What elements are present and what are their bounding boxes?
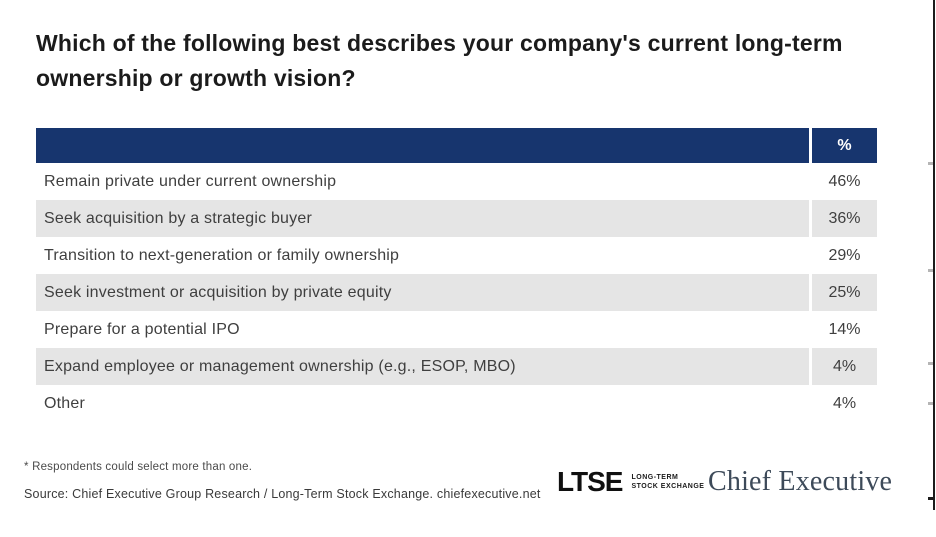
edge-tick xyxy=(928,497,933,500)
table-row: Transition to next-generation or family … xyxy=(36,237,877,274)
table-row: Expand employee or management ownership … xyxy=(36,348,877,385)
table-row: Seek acquisition by a strategic buyer 36… xyxy=(36,200,877,237)
row-label: Other xyxy=(36,385,809,422)
row-label: Prepare for a potential IPO xyxy=(36,311,809,348)
header-percent-cell: % xyxy=(812,128,877,163)
row-value: 25% xyxy=(812,274,877,311)
table-row: Seek investment or acquisition by privat… xyxy=(36,274,877,311)
row-value: 4% xyxy=(812,385,877,422)
ltse-subtext-line2: STOCK EXCHANGE xyxy=(631,483,705,490)
ltse-wordmark: LTSE xyxy=(557,466,623,497)
row-label: Seek acquisition by a strategic buyer xyxy=(36,200,809,237)
source-line: Source: Chief Executive Group Research /… xyxy=(24,487,541,501)
table-row: Remain private under current ownership 4… xyxy=(36,163,877,200)
edge-tick xyxy=(928,162,933,165)
row-label: Seek investment or acquisition by privat… xyxy=(36,274,809,311)
chart-title: Which of the following best describes yo… xyxy=(36,30,843,91)
ltse-subtext-line1: LONG-TERM xyxy=(631,474,679,481)
ltse-logo-subtext: LONG-TERM STOCK EXCHANGE xyxy=(631,473,704,491)
row-value: 46% xyxy=(812,163,877,200)
edge-tick xyxy=(928,362,933,365)
footnote: * Respondents could select more than one… xyxy=(24,461,253,473)
table-row: Other 4% xyxy=(36,385,877,422)
table-header-row: % xyxy=(36,128,877,163)
edge-tick xyxy=(928,402,933,405)
row-value: 36% xyxy=(812,200,877,237)
row-value: 14% xyxy=(812,311,877,348)
edge-tick xyxy=(928,269,933,272)
ltse-logo: LTSE LONG-TERM STOCK EXCHANGE xyxy=(557,466,704,497)
page-edge-line xyxy=(933,0,935,510)
row-label: Expand employee or management ownership … xyxy=(36,348,809,385)
chief-executive-logo: Chief Executive xyxy=(708,466,893,497)
row-label: Transition to next-generation or family … xyxy=(36,237,809,274)
data-table: % Remain private under current ownership… xyxy=(36,128,877,422)
table-row: Prepare for a potential IPO 14% xyxy=(36,311,877,348)
header-label-cell xyxy=(36,128,809,163)
row-value: 4% xyxy=(812,348,877,385)
row-label: Remain private under current ownership xyxy=(36,163,809,200)
row-value: 29% xyxy=(812,237,877,274)
